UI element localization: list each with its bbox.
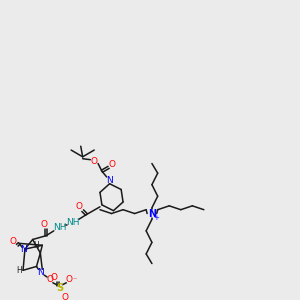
Text: NH: NH: [66, 218, 80, 227]
Text: H: H: [16, 266, 22, 275]
Text: O: O: [50, 274, 57, 283]
Text: +: +: [153, 215, 159, 221]
Text: O: O: [108, 160, 115, 169]
Text: O: O: [46, 275, 53, 284]
Text: O: O: [41, 220, 48, 229]
Text: O: O: [66, 275, 73, 284]
Text: O: O: [91, 157, 98, 166]
Text: O: O: [75, 202, 82, 211]
Text: N: N: [37, 268, 44, 277]
Text: ⁻: ⁻: [73, 275, 77, 284]
Text: S: S: [56, 283, 63, 292]
Text: O: O: [10, 237, 17, 246]
Text: N: N: [106, 176, 113, 185]
Text: O: O: [62, 293, 69, 300]
Text: N: N: [20, 244, 26, 253]
Text: NH: NH: [53, 224, 66, 232]
Text: N: N: [148, 208, 156, 218]
Text: H: H: [34, 241, 39, 250]
